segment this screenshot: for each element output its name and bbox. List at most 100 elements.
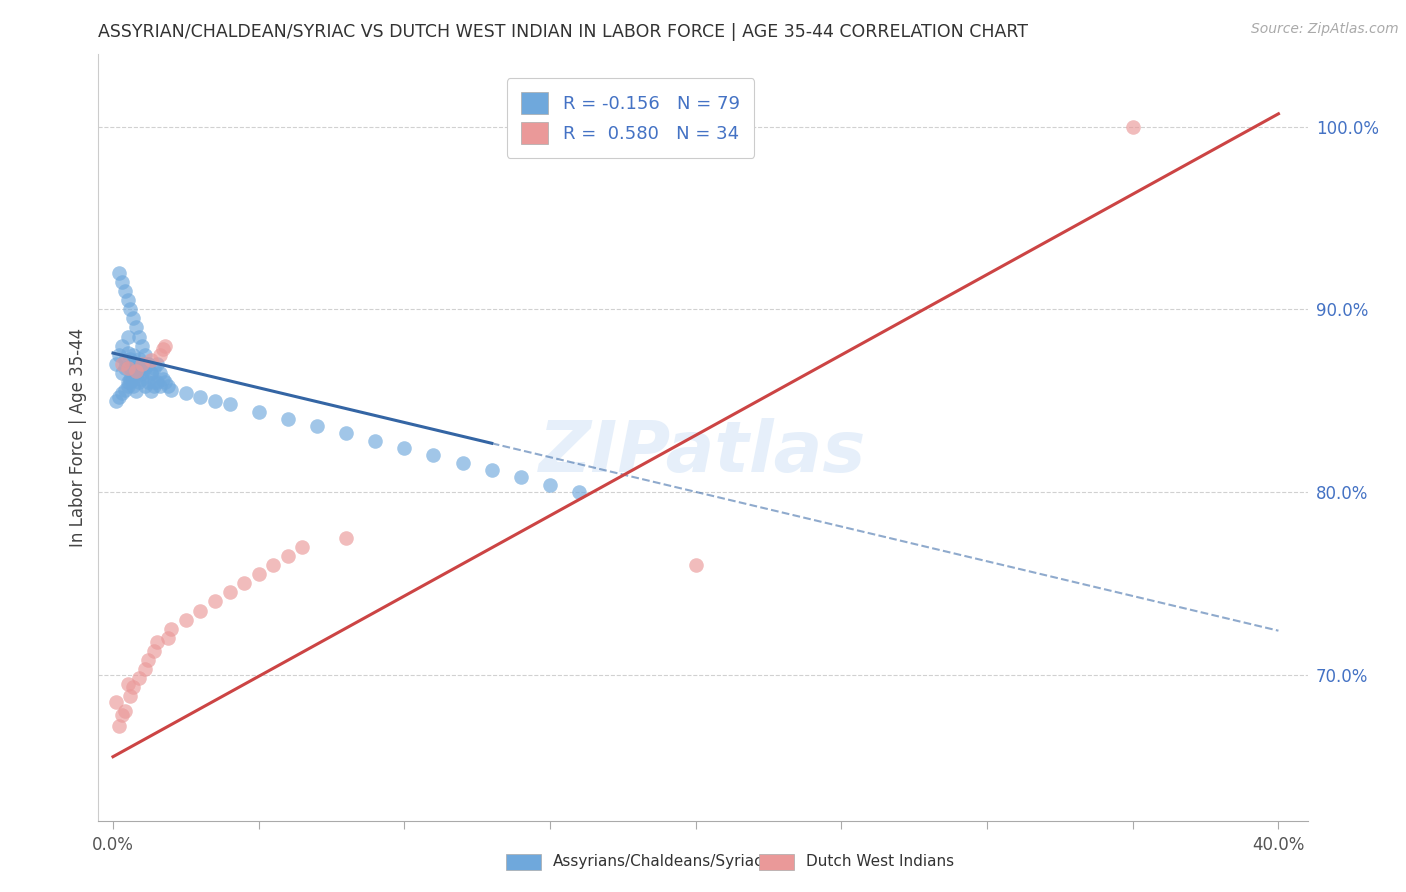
Point xyxy=(190,390,212,404)
Point xyxy=(131,357,153,371)
Point xyxy=(114,284,136,298)
Point xyxy=(125,384,148,399)
Y-axis label: In Labor Force | Age 35-44: In Labor Force | Age 35-44 xyxy=(69,327,87,547)
Point xyxy=(394,441,416,455)
Point xyxy=(149,379,172,393)
Point xyxy=(104,393,127,408)
Point xyxy=(157,379,180,393)
Point xyxy=(128,329,150,343)
Point xyxy=(139,384,162,399)
Point xyxy=(364,434,387,448)
Point xyxy=(174,386,197,401)
Point xyxy=(131,339,153,353)
Point xyxy=(122,311,145,326)
Point xyxy=(128,351,150,366)
Text: ASSYRIAN/CHALDEAN/SYRIAC VS DUTCH WEST INDIAN IN LABOR FORCE | AGE 35-44 CORRELA: ASSYRIAN/CHALDEAN/SYRIAC VS DUTCH WEST I… xyxy=(98,23,1028,41)
Point xyxy=(509,470,531,484)
Point xyxy=(142,644,165,658)
Point xyxy=(122,348,145,362)
Point xyxy=(136,376,159,390)
Point xyxy=(157,631,180,645)
Point xyxy=(422,448,444,462)
Point xyxy=(139,366,162,380)
Point xyxy=(190,604,212,618)
Point xyxy=(111,366,134,380)
Point xyxy=(335,531,357,545)
Point xyxy=(111,707,134,722)
Point xyxy=(125,364,148,378)
Point xyxy=(122,357,145,371)
Point xyxy=(291,540,314,554)
Point xyxy=(247,567,270,582)
Point xyxy=(335,426,357,441)
Point xyxy=(174,613,197,627)
Point xyxy=(117,376,139,390)
Point xyxy=(120,302,142,317)
Point xyxy=(117,360,139,375)
Point xyxy=(145,357,167,371)
Point xyxy=(142,376,165,390)
Point xyxy=(1122,120,1144,134)
Point xyxy=(134,348,156,362)
Point xyxy=(117,379,139,393)
Point xyxy=(108,266,131,280)
Point xyxy=(128,360,150,375)
Point xyxy=(152,371,174,385)
Point xyxy=(108,390,131,404)
Point xyxy=(108,348,131,362)
Point xyxy=(204,594,226,608)
Point xyxy=(120,371,142,385)
Point xyxy=(142,360,165,375)
Point xyxy=(131,366,153,380)
Point xyxy=(142,379,165,393)
Point xyxy=(120,690,142,704)
Point xyxy=(218,397,240,411)
Point xyxy=(125,320,148,334)
Point xyxy=(247,404,270,418)
Point xyxy=(131,360,153,375)
Legend: R = -0.156   N = 79, R =  0.580   N = 34: R = -0.156 N = 79, R = 0.580 N = 34 xyxy=(506,78,754,158)
Point xyxy=(114,704,136,718)
Point xyxy=(108,719,131,733)
Point xyxy=(134,379,156,393)
Point xyxy=(136,653,159,667)
Point xyxy=(451,456,474,470)
Point xyxy=(145,634,167,648)
Point xyxy=(685,558,707,572)
Point xyxy=(481,463,503,477)
Point xyxy=(120,376,142,390)
Point xyxy=(134,662,156,676)
Point xyxy=(111,357,134,371)
Point xyxy=(155,376,177,390)
Point xyxy=(204,393,226,408)
Point xyxy=(117,293,139,307)
Point xyxy=(277,549,299,563)
Point xyxy=(111,386,134,401)
Point xyxy=(122,371,145,385)
Point xyxy=(134,360,156,375)
Point xyxy=(120,360,142,375)
Point xyxy=(160,383,183,397)
Text: Source: ZipAtlas.com: Source: ZipAtlas.com xyxy=(1251,22,1399,37)
Point xyxy=(568,484,591,499)
Point xyxy=(139,353,162,368)
Point xyxy=(160,622,183,636)
Point xyxy=(152,343,174,357)
Point xyxy=(114,360,136,375)
Point xyxy=(136,357,159,371)
Point xyxy=(122,681,145,695)
Point xyxy=(125,368,148,382)
Point xyxy=(114,383,136,397)
Point xyxy=(111,339,134,353)
Point xyxy=(139,366,162,380)
Point xyxy=(218,585,240,599)
Point xyxy=(122,379,145,393)
Point xyxy=(155,339,177,353)
Point xyxy=(111,275,134,289)
Text: Assyrians/Chaldeans/Syriacs: Assyrians/Chaldeans/Syriacs xyxy=(553,855,770,869)
Text: Dutch West Indians: Dutch West Indians xyxy=(806,855,953,869)
Point xyxy=(117,329,139,343)
Point xyxy=(136,357,159,371)
Point xyxy=(125,366,148,380)
Point xyxy=(114,353,136,368)
